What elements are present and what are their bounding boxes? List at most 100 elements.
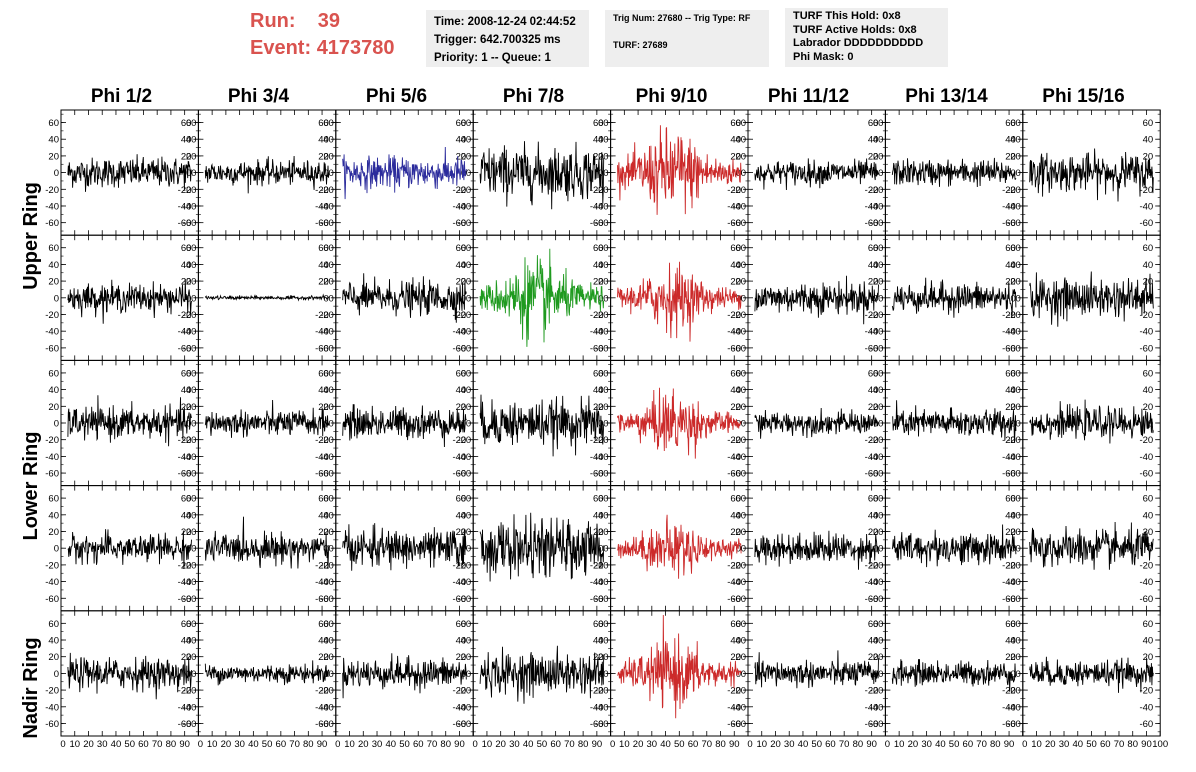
y-tick-label: 20: [323, 527, 334, 538]
y-tick-label: 60: [598, 494, 609, 505]
waveform-trace: [754, 530, 879, 570]
y-tick-label: -60: [1139, 343, 1153, 354]
y-tick-label: -60: [178, 218, 192, 229]
y-tick-label: 40: [318, 385, 329, 396]
y-tick-label: -40: [45, 702, 59, 713]
y-tick-label: 60: [868, 619, 879, 630]
y-tick-label: -60: [732, 343, 746, 354]
x-tick-label: 80: [578, 739, 589, 750]
y-tick-label: 20: [593, 151, 604, 162]
y-tick-label: 40: [1005, 636, 1016, 647]
y-tick-label: -40: [595, 577, 609, 588]
y-tick-label: 0: [878, 669, 883, 680]
y-tick-label: 40: [186, 636, 197, 647]
x-tick-label: 60: [688, 739, 699, 750]
panel-frame: [335, 234, 474, 361]
x-tick-label: 90: [729, 739, 740, 750]
y-tick-label: 40: [868, 135, 879, 146]
y-tick-label: 20: [456, 277, 467, 288]
y-tick-label: -20: [1002, 310, 1016, 321]
y-tick-label: -60: [595, 719, 609, 730]
y-tick-label: 20: [735, 277, 746, 288]
y-tick-label: 20: [868, 402, 879, 413]
column-header-phi-3-4: Phi 3/4: [227, 86, 290, 107]
y-tick-label: -20: [315, 435, 329, 446]
y-tick-label: 40: [598, 636, 609, 647]
y-tick-label: -20: [870, 185, 884, 196]
y-tick-label: -40: [1007, 327, 1021, 338]
y-tick-label: -20: [1139, 310, 1153, 321]
y-tick-label: 60: [186, 118, 197, 129]
panel-frame: [60, 109, 199, 236]
y-tick-label: 0: [329, 544, 334, 555]
y-tick-label: 0: [329, 669, 334, 680]
y-tick-label: 60: [598, 243, 609, 254]
y-tick-label: 0: [1148, 419, 1153, 430]
y-tick-label: 0: [54, 669, 59, 680]
y-tick-label: -60: [457, 594, 471, 605]
y-tick-label: -40: [732, 577, 746, 588]
y-tick-label: 20: [598, 277, 609, 288]
y-tick-label: 60: [1005, 494, 1016, 505]
y-tick-label: -40: [590, 702, 604, 713]
y-tick-label: 0: [466, 293, 471, 304]
turf-active-line: TURF Active Holds: 0x8: [793, 23, 917, 36]
y-tick-label: 0: [54, 419, 59, 430]
y-tick-label: 20: [598, 652, 609, 663]
y-tick-label: 60: [318, 243, 329, 254]
y-tick-label: 60: [323, 494, 334, 505]
y-tick-label: -20: [1002, 185, 1016, 196]
waveform-trace: [891, 157, 1017, 188]
y-tick-label: -20: [865, 310, 879, 321]
y-tick-label: 60: [873, 368, 884, 379]
run-value: 39: [317, 10, 341, 32]
y-tick-label: 40: [181, 510, 192, 521]
y-tick-label: 0: [603, 168, 608, 179]
y-tick-label: 20: [318, 527, 329, 538]
x-tick-label: 20: [770, 739, 781, 750]
x-tick-label: 40: [385, 739, 396, 750]
x-tick-label: 50: [537, 739, 548, 750]
y-tick-label: -40: [45, 452, 59, 463]
y-tick-label: 40: [1005, 260, 1016, 271]
x-tick-label: 30: [647, 739, 658, 750]
waveform-trace: [67, 395, 192, 447]
y-tick-label: -20: [727, 185, 741, 196]
y-tick-label: -20: [732, 310, 746, 321]
y-tick-label: -40: [320, 452, 334, 463]
y-tick-label: 40: [730, 135, 741, 146]
y-tick-label: 20: [461, 151, 472, 162]
x-tick-label: 10: [344, 739, 355, 750]
waveform-trace: [67, 529, 192, 570]
y-tick-label: -40: [1002, 452, 1016, 463]
y-tick-label: -40: [727, 577, 741, 588]
y-tick-label: -60: [727, 218, 741, 229]
y-tick-label: 40: [186, 260, 197, 271]
y-tick-label: -40: [315, 702, 329, 713]
y-tick-label: -40: [315, 577, 329, 588]
x-tick-label: 60: [138, 739, 149, 750]
y-tick-label: 20: [181, 277, 192, 288]
waveform-trace: [617, 614, 742, 719]
time-info-box: Time: 2008-12-24 02:44:52 Trigger: 642.7…: [426, 10, 589, 67]
y-tick-label: -20: [1002, 686, 1016, 697]
trig-info-box: Trig Num: 27680 -- Trig Type: RF TURF: 2…: [605, 10, 769, 67]
y-tick-label: 0: [1016, 419, 1021, 430]
y-tick-label: -60: [732, 469, 746, 480]
y-tick-label: -40: [1139, 452, 1153, 463]
y-tick-label: -40: [865, 201, 879, 212]
y-tick-label: 40: [593, 385, 604, 396]
y-tick-label: -60: [320, 469, 334, 480]
turf-info-box: TURF This Hold: 0x8 TURF Active Holds: 0…: [785, 8, 948, 67]
x-tick-label: 20: [1045, 739, 1056, 750]
y-tick-label: -20: [1139, 185, 1153, 196]
